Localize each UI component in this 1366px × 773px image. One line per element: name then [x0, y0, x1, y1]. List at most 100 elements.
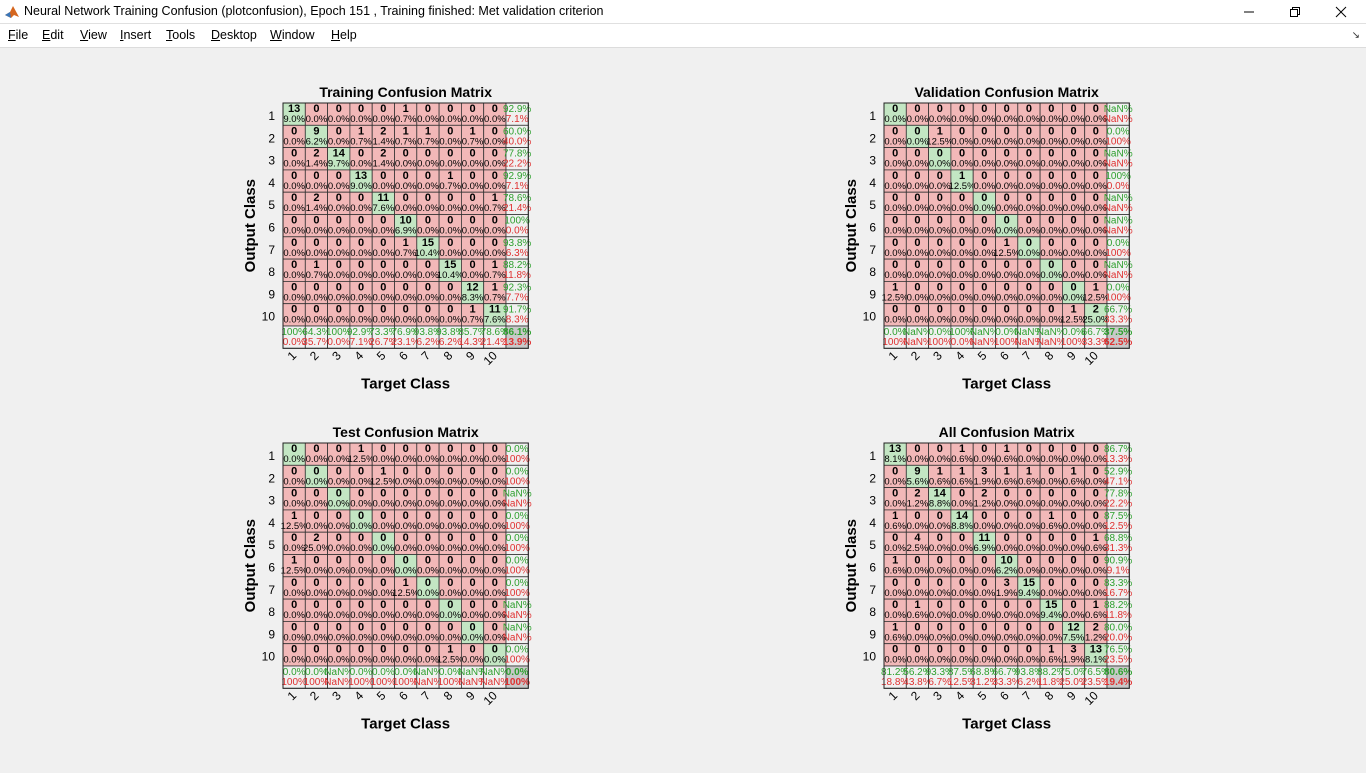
cell-count: 0 — [937, 555, 943, 567]
cell-count: 0 — [425, 304, 431, 316]
cell-count: 0 — [403, 599, 409, 611]
cell-count: 1 — [1093, 532, 1099, 544]
row-wrong-pct: NaN% — [503, 632, 532, 643]
cell-count: 0 — [981, 170, 987, 182]
cell-percent: 0.0% — [283, 203, 305, 214]
cell-percent: 10.4% — [414, 248, 441, 259]
col-correct-pct: 0.0% — [305, 667, 328, 678]
dock-arrow-icon[interactable]: ↘ — [1351, 30, 1360, 41]
cell-count: 0 — [1026, 170, 1032, 182]
row-wrong-pct: 7.1% — [506, 114, 529, 125]
cell-percent: 0.0% — [907, 136, 929, 147]
cell-percent: 0.0% — [484, 476, 506, 487]
cell-percent: 0.0% — [350, 610, 372, 621]
cell-count: 0 — [914, 577, 920, 589]
cell-percent: 0.0% — [1085, 203, 1107, 214]
cell-count: 0 — [937, 577, 943, 589]
cell-percent: 6.9% — [974, 543, 996, 554]
cell-count: 1 — [358, 125, 364, 137]
cell-percent: 0.0% — [439, 610, 461, 621]
cell-percent: 0.0% — [951, 543, 973, 554]
col-wrong-pct: 6.7% — [928, 677, 951, 688]
cell-count: 0 — [447, 599, 453, 611]
cell-count: 1 — [937, 465, 943, 477]
menu-file[interactable]: File — [8, 28, 29, 42]
cell-count: 1 — [892, 555, 898, 567]
cell-count: 0 — [1093, 259, 1099, 271]
cell-count: 0 — [892, 577, 898, 589]
cell-count: 0 — [1093, 125, 1099, 137]
cell-percent: 7.6% — [484, 315, 506, 326]
cell-percent: 0.0% — [974, 632, 996, 643]
cell-percent: 0.0% — [1085, 499, 1107, 510]
row-wrong-pct: 47.1% — [1104, 476, 1132, 487]
cell-count: 0 — [469, 644, 475, 656]
row-correct-pct: 91.7% — [503, 305, 531, 316]
cell-count: 0 — [937, 644, 943, 656]
cell-percent: 0.0% — [373, 655, 395, 666]
cell-count: 0 — [1093, 192, 1099, 204]
restore-button[interactable] — [1272, 0, 1318, 24]
col-wrong-pct: 7.1% — [350, 337, 373, 348]
cell-count: 0 — [981, 555, 987, 567]
cell-percent: 0.0% — [462, 566, 484, 577]
col-correct-pct: 92.9% — [347, 327, 375, 338]
cell-count: 0 — [914, 170, 920, 182]
cell-count: 0 — [313, 644, 319, 656]
cell-count: 0 — [1070, 259, 1076, 271]
menu-window[interactable]: Window — [270, 28, 315, 42]
cell-count: 0 — [981, 237, 987, 249]
col-wrong-pct: 25.0% — [1059, 677, 1087, 688]
matrix-title: Training Confusion Matrix — [319, 84, 492, 100]
cell-percent: 0.0% — [884, 159, 906, 170]
cell-count: 0 — [959, 644, 965, 656]
cell-count: 0 — [959, 125, 965, 137]
cell-count: 0 — [981, 259, 987, 271]
cell-percent: 0.7% — [395, 136, 417, 147]
cell-count: 0 — [914, 644, 920, 656]
cell-count: 0 — [336, 281, 342, 293]
menu-help[interactable]: Help — [331, 28, 357, 42]
cell-percent: 0.0% — [328, 248, 350, 259]
cell-count: 0 — [336, 192, 342, 204]
cell-count: 0 — [1004, 488, 1010, 500]
close-button[interactable] — [1318, 0, 1364, 24]
cell-percent: 1.9% — [996, 588, 1018, 599]
cell-count: 0 — [358, 259, 364, 271]
row-correct-pct: NaN% — [1104, 104, 1133, 115]
cell-percent: 0.0% — [1063, 159, 1085, 170]
menu-tools[interactable]: Tools — [166, 28, 196, 42]
cell-percent: 0.0% — [996, 655, 1018, 666]
cell-percent: 0.0% — [1040, 499, 1062, 510]
menu-view[interactable]: View — [80, 28, 107, 42]
cell-percent: 0.0% — [884, 226, 906, 237]
cell-percent: 0.0% — [328, 292, 350, 303]
cell-count: 0 — [313, 621, 319, 633]
confusion-matrix-4: 138.1%00.0%00.0%10.6%00.0%10.6%00.0%00.0… — [843, 424, 1132, 732]
col-correct-pct: 93.3% — [926, 667, 954, 678]
cell-count: 0 — [313, 304, 319, 316]
cell-count: 0 — [403, 148, 409, 160]
menu-insert[interactable]: Insert — [120, 28, 152, 42]
cell-percent: 0.0% — [439, 521, 461, 532]
title-bar[interactable]: Neural Network Training Confusion (plotc… — [0, 0, 1366, 24]
cell-percent: 0.0% — [417, 181, 439, 192]
cell-count: 0 — [492, 532, 498, 544]
cell-percent: 12.5% — [949, 181, 976, 192]
cell-count: 0 — [959, 148, 965, 160]
row-wrong-pct: 22.2% — [1104, 499, 1132, 510]
cell-percent: 0.0% — [907, 315, 929, 326]
row-correct-pct: 0.0% — [1107, 238, 1130, 249]
cell-percent: 0.0% — [417, 655, 439, 666]
cell-percent: 0.0% — [417, 203, 439, 214]
cell-count: 0 — [1026, 532, 1032, 544]
cell-percent: 0.0% — [350, 521, 372, 532]
menu-desktop[interactable]: Desktop — [211, 28, 257, 42]
cell-count: 0 — [291, 644, 297, 656]
menu-edit[interactable]: Edit — [42, 28, 64, 42]
cell-count: 0 — [937, 621, 943, 633]
minimize-button[interactable] — [1226, 0, 1272, 24]
cell-count: 0 — [469, 599, 475, 611]
cell-count: 0 — [1004, 103, 1010, 115]
cell-count: 0 — [914, 281, 920, 293]
